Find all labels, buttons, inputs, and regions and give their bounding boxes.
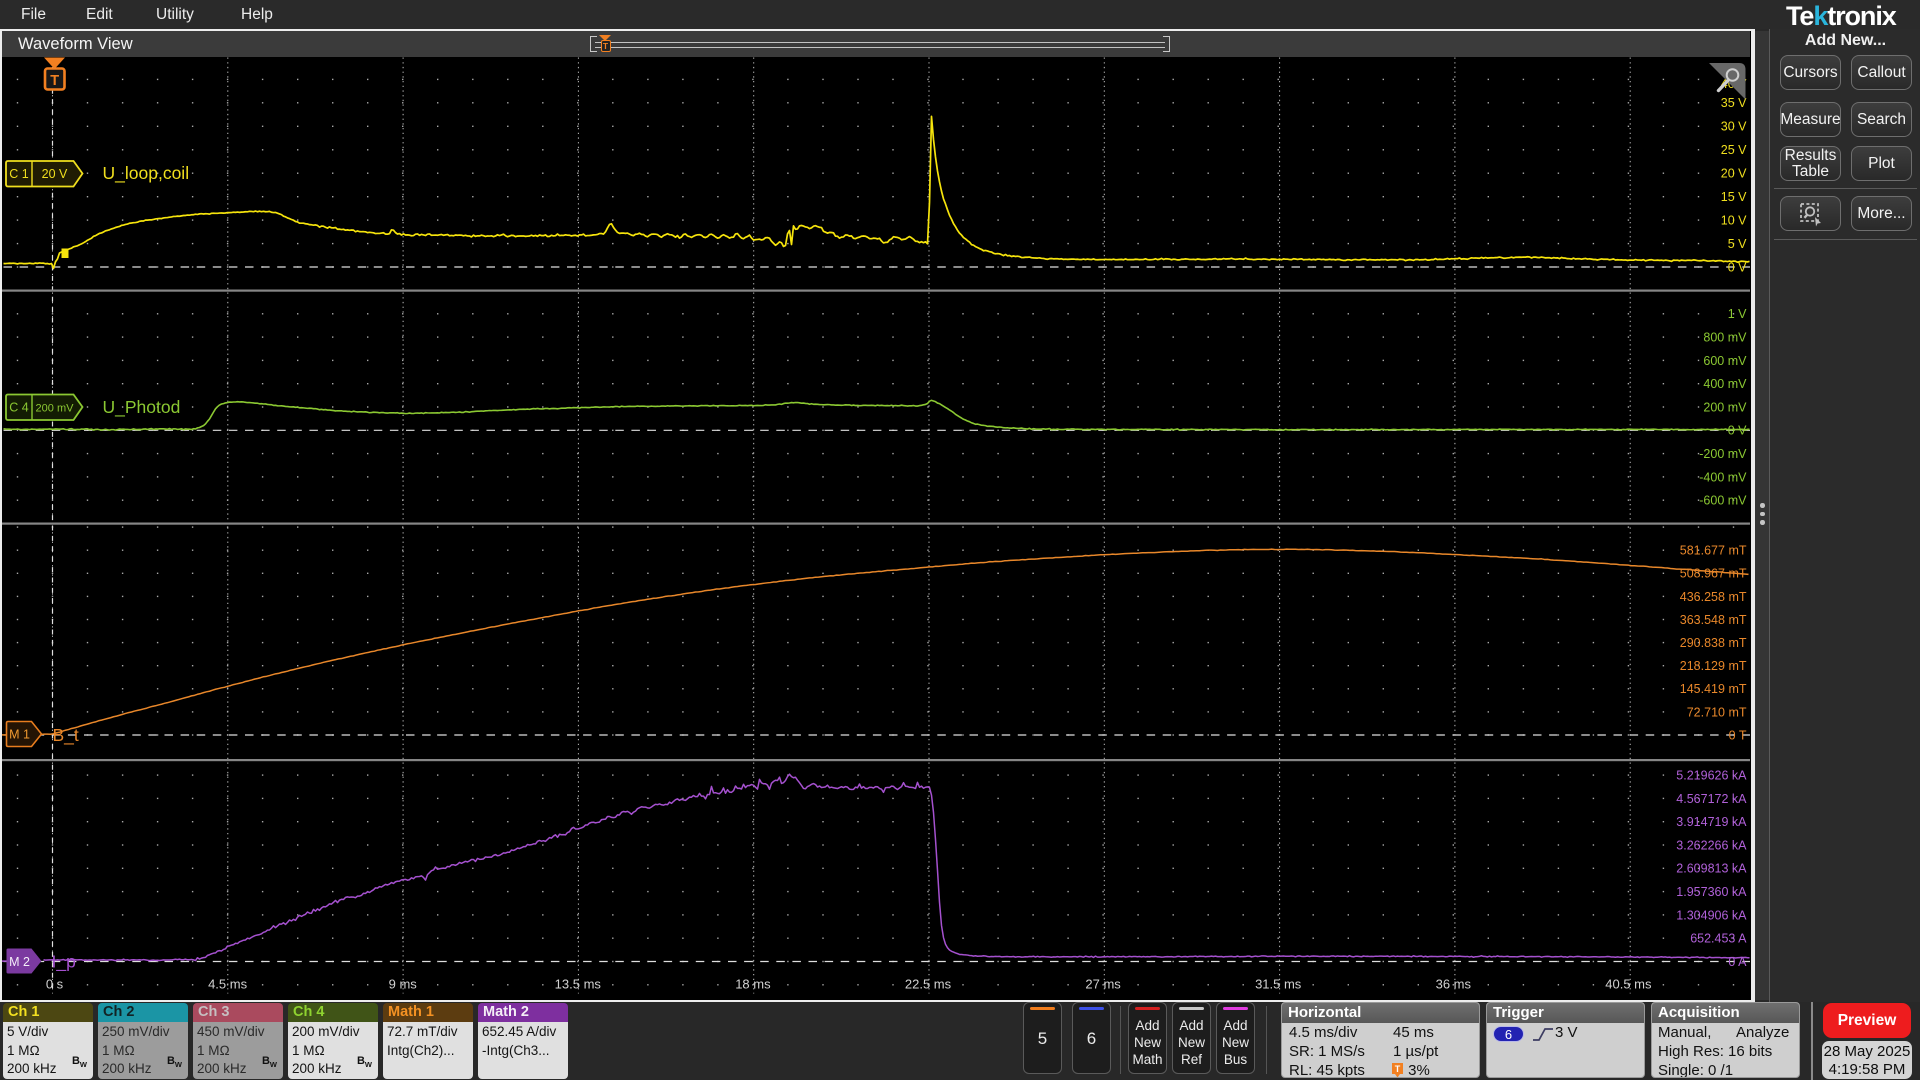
svg-text:31.5 ms: 31.5 ms (1255, 977, 1302, 992)
svg-text:0 s: 0 s (46, 977, 64, 992)
svg-text:B_t: B_t (53, 725, 79, 746)
svg-text:436.258 mT: 436.258 mT (1680, 590, 1747, 604)
svg-text:200 mV: 200 mV (36, 403, 75, 415)
svg-text:-200 mV: -200 mV (1699, 447, 1747, 461)
svg-text:4.5 ms: 4.5 ms (208, 977, 248, 992)
svg-text:145.419 mT: 145.419 mT (1680, 682, 1747, 696)
svg-text:U_loop,coil: U_loop,coil (103, 163, 190, 184)
svg-text:40.5 ms: 40.5 ms (1605, 977, 1652, 992)
svg-text:9 ms: 9 ms (389, 977, 418, 992)
svg-text:T: T (1395, 1064, 1401, 1074)
svg-text:13.5 ms: 13.5 ms (555, 977, 602, 992)
svg-text:72.710 mT: 72.710 mT (1687, 705, 1747, 719)
svg-text:0 V: 0 V (1728, 260, 1747, 274)
svg-text:20 V: 20 V (1721, 167, 1747, 181)
svg-text:2.609813 kA: 2.609813 kA (1676, 862, 1747, 876)
svg-text:35 V: 35 V (1721, 96, 1747, 110)
svg-text:20 V: 20 V (42, 167, 68, 181)
svg-text:581.677 mT: 581.677 mT (1680, 544, 1747, 558)
svg-text:C 4: C 4 (9, 401, 29, 415)
svg-text:1 V: 1 V (1728, 307, 1747, 321)
svg-text:-600 mV: -600 mV (1699, 494, 1747, 508)
svg-text:0 V: 0 V (1728, 424, 1747, 438)
svg-text:U_Photod: U_Photod (103, 397, 181, 418)
svg-text:C 1: C 1 (9, 167, 29, 181)
svg-text:218.129 mT: 218.129 mT (1680, 659, 1747, 673)
svg-text:200 mV: 200 mV (1703, 400, 1747, 414)
svg-text:18 ms: 18 ms (735, 977, 771, 992)
svg-text:36 ms: 36 ms (1436, 977, 1472, 992)
svg-text:290.838 mT: 290.838 mT (1680, 636, 1747, 650)
svg-text:600 mV: 600 mV (1703, 354, 1747, 368)
svg-text:15 V: 15 V (1721, 190, 1747, 204)
svg-text:5 V: 5 V (1728, 237, 1747, 251)
svg-text:M 2: M 2 (9, 955, 30, 969)
svg-text:I_p: I_p (52, 952, 76, 973)
svg-text:22.5 ms: 22.5 ms (905, 977, 952, 992)
svg-text:T: T (50, 73, 59, 89)
svg-text:10 V: 10 V (1721, 214, 1747, 228)
svg-text:1.957360 kA: 1.957360 kA (1676, 885, 1747, 899)
svg-text:800 mV: 800 mV (1703, 331, 1747, 345)
svg-text:3.914719 kA: 3.914719 kA (1676, 815, 1747, 829)
svg-text:3.262266 kA: 3.262266 kA (1676, 838, 1747, 852)
svg-text:0 T: 0 T (1729, 728, 1747, 742)
svg-text:5.219626 kA: 5.219626 kA (1676, 769, 1747, 783)
svg-text:400 mV: 400 mV (1703, 377, 1747, 391)
svg-text:508.967 mT: 508.967 mT (1680, 567, 1747, 581)
svg-text:30 V: 30 V (1721, 120, 1747, 134)
svg-text:1.304906 kA: 1.304906 kA (1676, 908, 1747, 922)
svg-text:652.453 A: 652.453 A (1690, 932, 1747, 946)
svg-text:4.567172 kA: 4.567172 kA (1676, 792, 1747, 806)
svg-text:M 1: M 1 (9, 728, 30, 742)
svg-text:363.548 mT: 363.548 mT (1680, 613, 1747, 627)
svg-text:25 V: 25 V (1721, 143, 1747, 157)
svg-text:-400 mV: -400 mV (1699, 470, 1747, 484)
svg-text:27 ms: 27 ms (1085, 977, 1121, 992)
svg-text:0 A: 0 A (1728, 955, 1747, 969)
